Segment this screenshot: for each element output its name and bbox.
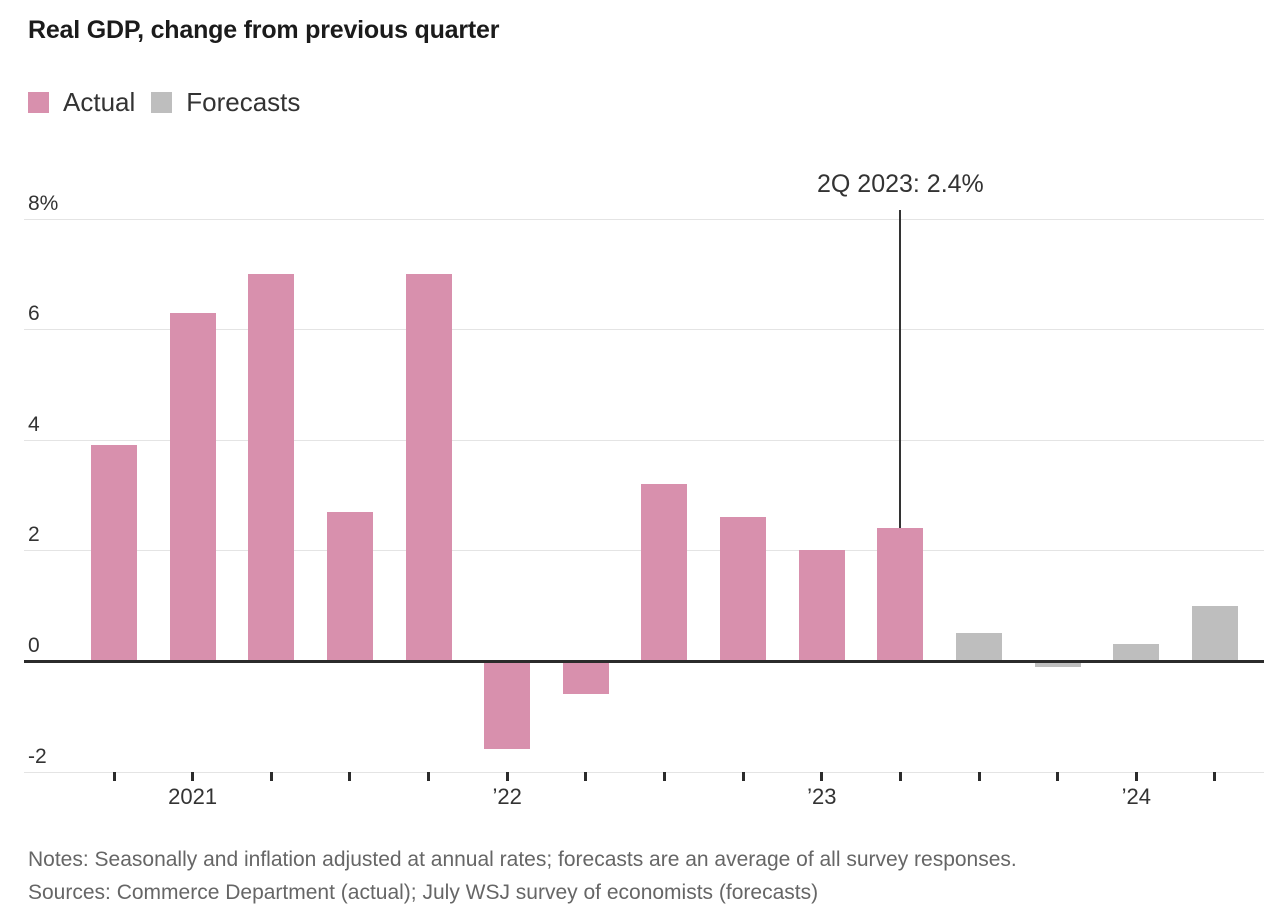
bar-actual-2q-2021 (248, 273, 295, 661)
x-axis-year-label-2021: 2021 (168, 784, 218, 809)
x-axis-tick (1134, 771, 1138, 781)
bar-actual-3q-2022 (641, 484, 688, 661)
bar-forecasts-1q-2024 (1113, 644, 1160, 661)
x-axis-tick (741, 771, 745, 781)
bar-forecasts-4q-2023 (1034, 661, 1081, 667)
annotation-line (899, 210, 902, 529)
y-tick-label-2: 2 (28, 523, 40, 547)
bar-forecasts-2q-2024 (1191, 605, 1238, 661)
y-tick-label--2: -2 (28, 744, 47, 768)
x-axis-tick (269, 771, 273, 781)
y-tick-label-6: 6 (28, 302, 40, 326)
actual-swatch-icon (28, 92, 49, 113)
x-axis-year-label-23: ’23 (807, 784, 837, 809)
bar-actual-4q-2020 (91, 445, 137, 661)
x-axis-tick (191, 771, 195, 781)
x-axis-tick (977, 771, 981, 781)
notes-text: Notes: Seasonally and inflation adjusted… (28, 848, 1017, 871)
y-tick-label-4: 4 (28, 412, 40, 436)
bar-actual-1q-2021 (169, 312, 216, 661)
x-axis-tick (898, 771, 902, 781)
bar-actual-3q-2021 (326, 511, 373, 661)
x-axis-tick (112, 771, 116, 781)
x-axis-tick (584, 771, 588, 781)
bar-actual-4q-2022 (720, 517, 767, 661)
x-axis-tick (820, 771, 824, 781)
y-tick-label-8%: 8% (28, 191, 59, 215)
bar-actual-1q-2022 (484, 661, 531, 750)
x-axis-tick (1056, 771, 1060, 781)
x-axis-year-label-24: ’24 (1121, 784, 1151, 809)
legend-label-actual: Actual (63, 87, 136, 117)
footnotes: Notes: Seasonally and inflation adjusted… (28, 843, 1017, 909)
page-title: Real GDP, change from previous quarter (28, 16, 500, 44)
bar-actual-2q-2022 (562, 661, 609, 695)
forecasts-swatch-icon (151, 92, 173, 113)
legend-label-forecasts: Forecasts (186, 87, 301, 117)
bar-actual-4q-2021 (405, 273, 452, 661)
bar-forecasts-3q-2023 (956, 633, 1003, 661)
legend: Actual Forecasts (28, 87, 300, 118)
gridline--2 (24, 771, 1264, 773)
x-axis-tick (662, 771, 666, 781)
x-axis-tick (505, 771, 509, 781)
sources-text: Sources: Commerce Department (actual); J… (28, 881, 819, 904)
x-axis-year-label-22: ’22 (492, 784, 522, 809)
gridline-4 (24, 439, 1264, 441)
y-tick-label-0: 0 (28, 634, 40, 657)
legend-item-actual: Actual (28, 87, 135, 118)
bar-actual-1q-2023 (798, 550, 845, 661)
gridline-6 (24, 329, 1264, 331)
x-axis-tick (348, 771, 352, 781)
gridline-8 (24, 218, 1264, 220)
bar-actual-2q-2023 (877, 528, 924, 661)
x-axis-tick (1213, 771, 1217, 781)
legend-item-forecasts: Forecasts (151, 87, 300, 118)
annotation-label: 2Q 2023: 2.4% (816, 170, 984, 198)
x-axis-tick (427, 771, 431, 781)
x-axis-zero-line (24, 659, 1264, 663)
